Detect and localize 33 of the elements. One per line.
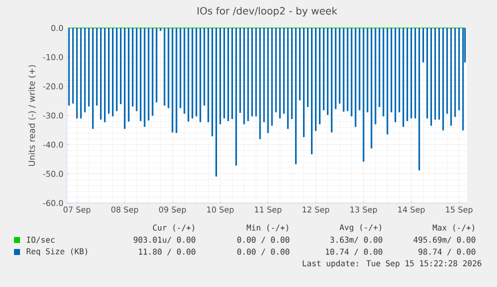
x-tick-label: 14 Sep	[398, 206, 425, 214]
y-tick-label: -50.0	[43, 170, 63, 177]
text: Cur (-/+)	[153, 224, 194, 232]
text: 903.01u/ 0.00	[134, 236, 196, 244]
legend-label: IO/sec	[26, 236, 54, 244]
x-tick-label: 09 Sep	[159, 206, 186, 214]
chart-title: IOs for /dev/loop2 - by week	[198, 6, 338, 17]
y-tick-label: -20.0	[43, 83, 63, 90]
text: 3.63m/ 0.00	[330, 236, 382, 244]
text: 0.00 / 0.00	[237, 236, 290, 244]
text: 10.74 / 0.00	[326, 248, 382, 256]
text: 0.00 / 0.00	[237, 248, 290, 256]
y-tick-label: 0.0	[51, 24, 63, 32]
text: Avg (-/+)	[340, 224, 382, 232]
text: Last update: Tue Sep 15 15:22:28 2026	[302, 260, 482, 268]
y-tick-label: -30.0	[43, 112, 63, 119]
text: 11.80 / 0.00	[138, 248, 196, 256]
x-tick-label: 10 Sep	[207, 206, 234, 214]
legend-label: Req Size (KB)	[26, 248, 88, 256]
y-tick-label: -10.0	[43, 54, 63, 60]
x-tick-label: 11 Sep	[254, 206, 282, 214]
x-tick-label: 15 Sep	[446, 206, 472, 214]
x-tick-label: 13 Sep	[350, 206, 377, 214]
x-tick-label: 08 Sep	[111, 206, 138, 214]
y-tick-label: -40.0	[43, 142, 63, 148]
x-tick-label: 12 Sep	[302, 206, 330, 214]
x-tick-label: 07 Sep	[64, 206, 90, 214]
y-axis-title: Units read (-) / write (+)	[28, 65, 36, 166]
y-tick-label: -60.0	[43, 200, 63, 206]
text: 495.69m/ 0.00	[414, 236, 476, 244]
text: Min (-/+)	[246, 224, 288, 232]
text: 98.74 / 0.00	[418, 248, 476, 256]
text: Max (-/+)	[432, 224, 474, 232]
